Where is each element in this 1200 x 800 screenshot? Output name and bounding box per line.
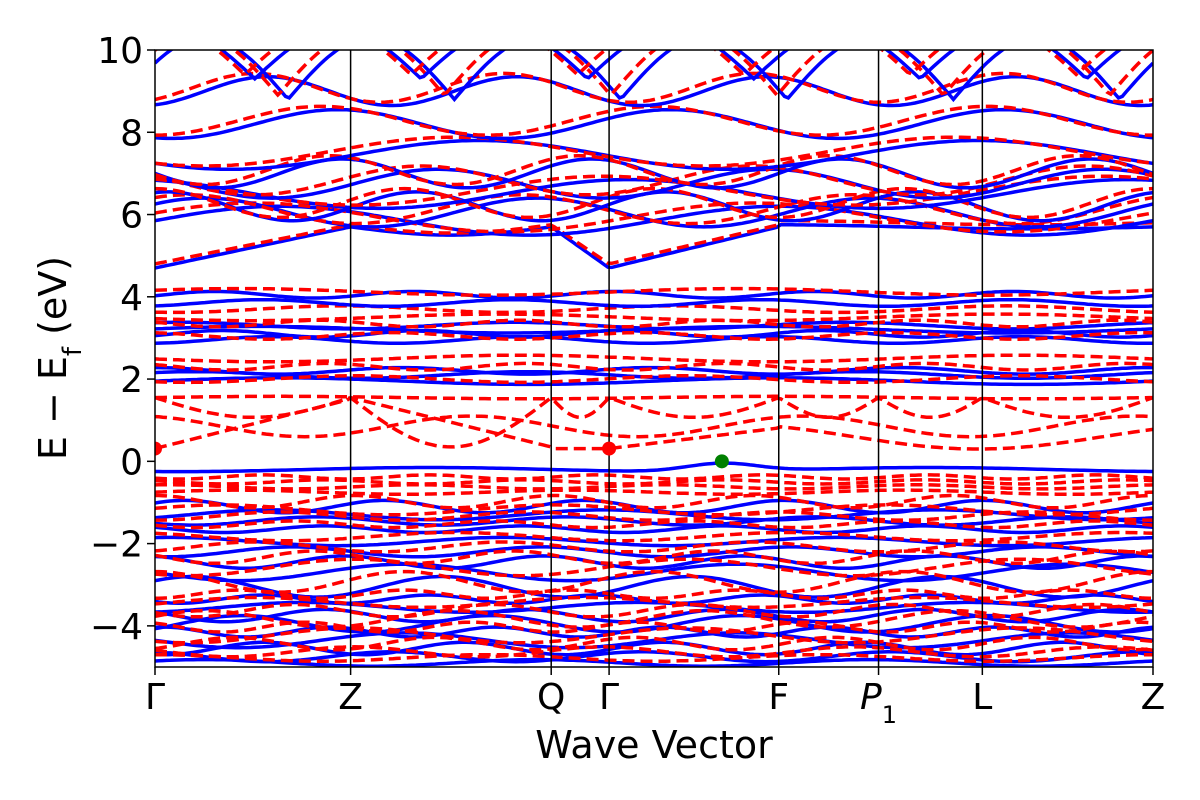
y-axis-label-unit: (eV) [31,256,75,347]
model-band-line [155,626,1153,645]
y-axis-label-main: E − E [31,356,75,460]
dft-band-line [155,138,1153,172]
high-symmetry-lines [349,50,984,667]
x-tick-label-sub: 1 [882,701,897,729]
model-band-line [155,193,1153,226]
cbm-marker [602,441,617,456]
dft-band-line [155,365,1153,376]
model-band-line [155,652,1153,663]
dft-band-line [155,50,1153,103]
dft-band-line [218,50,1123,82]
dft-band-line [155,524,1153,535]
dft-band-line [155,535,1153,548]
dft-band-line [155,657,1153,667]
dft-band-line [155,297,1153,309]
x-tick-label: P1 [860,677,897,729]
dft-band-line [155,320,1153,331]
model-band-line [155,153,1153,187]
model-band-line [155,330,1153,341]
band-lines [155,50,1153,667]
model-band-line [155,71,1153,104]
x-tick-label-main: Γ [599,677,619,718]
model-band-line [155,635,1153,652]
model-band-line [155,395,1153,449]
model-band-line [155,602,1153,619]
dft-band-line [155,461,1153,474]
model-band-line [155,174,1153,207]
y-axis-label-sub: f [58,346,88,356]
y-tick-label: 0 [120,442,143,483]
x-tick-label: Γ [599,677,619,718]
model-band-line [155,361,1153,372]
model-band-line [155,374,1153,385]
band-edge-markers [155,441,729,469]
model-band-line [155,473,1153,481]
model-band-line [155,218,1153,266]
model-band-line [155,286,1153,297]
x-tick-label: F [768,677,789,718]
model-band-line [155,510,1153,522]
x-tick-label: Γ [145,677,165,718]
model-band-line [155,394,1153,401]
x-tick-label-main: Z [1141,677,1166,718]
model-band-line [155,620,1153,634]
x-tick-label-main: F [768,677,789,718]
y-axis-ticks: −4 −2 0 2 4 6 8 10 [90,31,155,648]
model-band-line [155,353,1153,364]
y-tick-label: 2 [120,360,143,401]
x-tick-label-main: Z [338,677,363,718]
model-band-line [155,530,1153,543]
y-axis-label: E − Ef (eV) [31,256,88,460]
x-axis-label: Wave Vector [535,723,773,767]
x-tick-label: L [972,677,992,718]
y-tick-label: 6 [120,196,143,237]
x-tick-label-main: L [972,677,992,718]
model-band-line [155,201,1153,234]
model-band-line [155,549,1153,566]
model-band-line [155,304,1153,315]
x-axis-ticks: Γ Z Q Γ F P1 L Z [145,667,1165,729]
x-tick-label-main: P [860,677,882,718]
vbm-marker [714,454,729,469]
model-band-line [155,395,1153,451]
model-band-line [155,135,1153,168]
model-band-line [155,608,1153,629]
x-tick-label: Z [1141,677,1166,718]
model-band-line [155,483,1153,491]
model-band-line [155,503,1153,517]
model-band-line [155,414,1153,439]
y-tick-label: 10 [97,31,143,72]
dft-band-line [155,289,1153,300]
model-band-line [155,540,1153,554]
model-band-line [155,569,1153,594]
model-band-line [155,312,1153,323]
cbm-marker [155,441,162,456]
y-tick-label: 8 [120,113,143,154]
x-tick-label: Q [537,677,565,718]
model-band-line [155,186,1153,220]
y-tick-label: −2 [90,525,143,566]
dft-band-line [155,498,1153,515]
dft-band-line [155,631,1153,650]
y-tick-label: 4 [120,278,143,319]
model-band-line [155,595,1153,610]
model-band-line [155,519,1153,530]
y-tick-label: −4 [90,607,143,648]
x-tick-label-main: Q [537,677,565,718]
dft-band-line [155,574,1153,599]
dft-band-line [155,107,1153,141]
dft-band-line [155,223,1153,270]
x-tick-label: Z [338,677,363,718]
x-tick-label-main: Γ [145,677,165,718]
dft-band-line [155,515,1153,527]
model-band-line [155,588,1153,601]
plot-frame [154,49,1154,668]
model-band-line [155,493,1153,510]
dft-band-line [155,167,1153,200]
model-band-line [155,488,1153,496]
